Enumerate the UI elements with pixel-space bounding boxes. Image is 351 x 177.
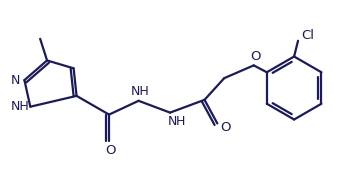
Text: NH: NH [131, 85, 150, 98]
Text: N: N [167, 115, 177, 128]
Text: O: O [105, 144, 115, 156]
Text: O: O [251, 50, 261, 63]
Text: O: O [220, 121, 231, 134]
Text: N: N [11, 74, 20, 87]
Text: Cl: Cl [302, 29, 314, 42]
Text: H: H [176, 115, 186, 128]
Text: NH: NH [11, 100, 30, 113]
